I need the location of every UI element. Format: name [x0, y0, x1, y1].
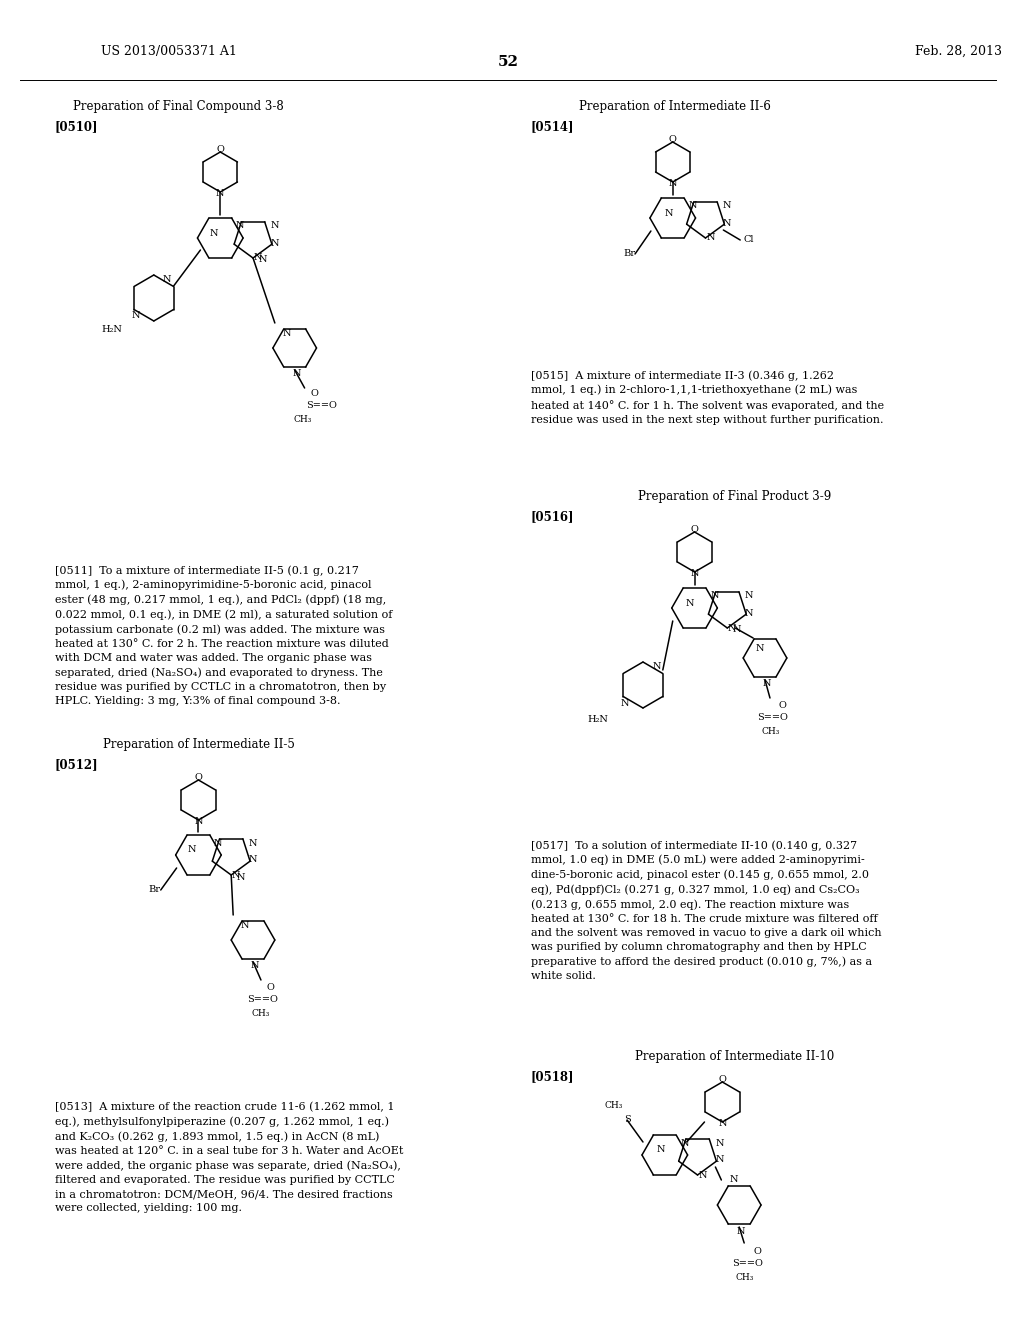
Text: Preparation of Intermediate II-6: Preparation of Intermediate II-6	[579, 100, 771, 114]
Text: [0516]: [0516]	[530, 510, 574, 523]
Text: O: O	[753, 1246, 761, 1255]
Text: N: N	[763, 680, 771, 689]
Text: CH₃: CH₃	[252, 1010, 270, 1019]
Text: [0518]: [0518]	[530, 1071, 574, 1082]
Text: N: N	[259, 256, 267, 264]
Text: N: N	[733, 626, 741, 635]
Text: N: N	[621, 698, 629, 708]
Text: N: N	[216, 190, 224, 198]
Text: N: N	[231, 870, 241, 879]
Text: N: N	[737, 1226, 745, 1236]
Text: [0514]: [0514]	[530, 120, 574, 133]
Text: N: N	[688, 202, 696, 210]
Text: O: O	[690, 525, 698, 535]
Text: [0515]  A mixture of intermediate II-3 (0.346 g, 1.262
mmol, 1 eq.) in 2-chloro-: [0515] A mixture of intermediate II-3 (0…	[530, 370, 884, 425]
Text: N: N	[730, 1175, 738, 1184]
Text: CH₃: CH₃	[294, 416, 312, 425]
Text: N: N	[756, 644, 764, 652]
Text: N: N	[723, 219, 731, 227]
Text: Preparation of Intermediate II-10: Preparation of Intermediate II-10	[635, 1049, 834, 1063]
Text: N: N	[236, 222, 245, 231]
Text: N: N	[241, 921, 249, 931]
Text: N: N	[210, 228, 218, 238]
Text: Feb. 28, 2013: Feb. 28, 2013	[914, 45, 1001, 58]
Text: N: N	[715, 1138, 724, 1147]
Text: Br: Br	[623, 249, 635, 259]
Text: O: O	[267, 983, 274, 993]
Text: N: N	[188, 846, 197, 854]
Text: N: N	[711, 591, 719, 601]
Text: N: N	[690, 569, 698, 578]
Text: O: O	[195, 774, 203, 783]
Text: Preparation of Final Compound 3-8: Preparation of Final Compound 3-8	[74, 100, 284, 114]
Text: CH₃: CH₃	[736, 1272, 755, 1282]
Text: N: N	[656, 1146, 665, 1155]
Text: N: N	[195, 817, 203, 826]
Text: N: N	[237, 873, 246, 882]
Text: N: N	[744, 591, 754, 601]
Text: [0510]: [0510]	[54, 120, 98, 133]
Text: N: N	[251, 961, 259, 970]
Text: N: N	[718, 1119, 727, 1129]
Text: [0512]: [0512]	[54, 758, 98, 771]
Text: US 2013/0053371 A1: US 2013/0053371 A1	[101, 45, 238, 58]
Text: H₂N: H₂N	[101, 326, 122, 334]
Text: CH₃: CH₃	[762, 727, 780, 737]
Text: O: O	[669, 136, 677, 144]
Text: N: N	[249, 838, 257, 847]
Text: O: O	[779, 701, 786, 710]
Text: N: N	[723, 202, 731, 210]
Text: S: S	[624, 1115, 631, 1125]
Text: S==O: S==O	[758, 714, 788, 722]
Text: N: N	[283, 330, 291, 338]
Text: N: N	[652, 663, 662, 672]
Text: N: N	[163, 276, 171, 285]
Text: S==O: S==O	[248, 995, 279, 1005]
Text: N: N	[744, 609, 754, 618]
Text: CH₃: CH₃	[604, 1101, 623, 1110]
Text: O: O	[310, 389, 318, 399]
Text: N: N	[665, 209, 673, 218]
Text: S==O: S==O	[732, 1258, 763, 1267]
Text: N: N	[131, 312, 140, 321]
Text: [0517]  To a solution of intermediate II-10 (0.140 g, 0.327
mmol, 1.0 eq) in DME: [0517] To a solution of intermediate II-…	[530, 840, 882, 981]
Text: H₂N: H₂N	[588, 715, 608, 725]
Text: N: N	[254, 253, 262, 263]
Text: N: N	[728, 623, 736, 632]
Text: N: N	[214, 838, 222, 847]
Text: N: N	[293, 370, 301, 379]
Text: N: N	[680, 1138, 689, 1147]
Text: O: O	[216, 145, 224, 154]
Text: S==O: S==O	[306, 401, 338, 411]
Text: N: N	[270, 222, 280, 231]
Text: N: N	[715, 1155, 724, 1164]
Text: N: N	[686, 598, 694, 607]
Text: N: N	[669, 180, 677, 189]
Text: [0511]  To a mixture of intermediate II-5 (0.1 g, 0.217
mmol, 1 eq.), 2-aminopyr: [0511] To a mixture of intermediate II-5…	[54, 565, 392, 706]
Text: N: N	[698, 1171, 707, 1180]
Text: Preparation of Intermediate II-5: Preparation of Intermediate II-5	[102, 738, 294, 751]
Text: N: N	[270, 239, 280, 248]
Text: N: N	[249, 855, 257, 865]
Text: [0513]  A mixture of the reaction crude 11-6 (1.262 mmol, 1
eq.), methylsulfonyl: [0513] A mixture of the reaction crude 1…	[54, 1102, 403, 1213]
Text: 52: 52	[498, 55, 518, 69]
Text: Cl: Cl	[743, 235, 754, 244]
Text: O: O	[719, 1076, 726, 1085]
Text: N: N	[707, 234, 715, 243]
Text: Br: Br	[148, 886, 161, 895]
Text: Preparation of Final Product 3-9: Preparation of Final Product 3-9	[638, 490, 830, 503]
